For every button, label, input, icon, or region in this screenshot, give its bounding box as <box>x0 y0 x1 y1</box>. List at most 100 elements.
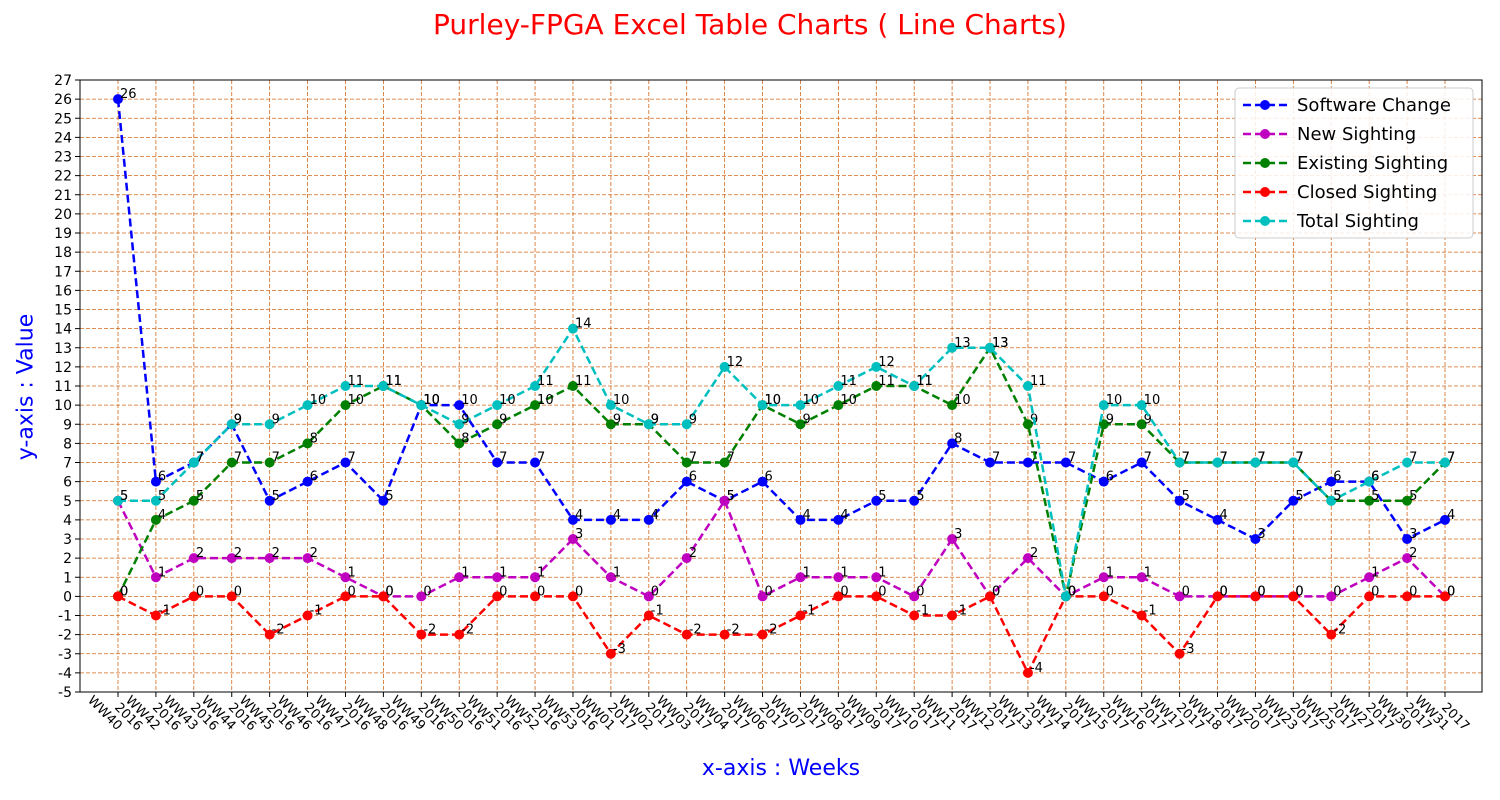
data-point <box>795 514 806 525</box>
data-point <box>378 591 389 602</box>
y-tick-label: 5 <box>63 494 72 510</box>
data-label: 6 <box>1333 470 1341 485</box>
data-label: 7 <box>1182 451 1190 466</box>
legend-item: New Sighting <box>1243 124 1416 145</box>
data-point <box>416 400 427 411</box>
data-label: 0 <box>840 584 848 599</box>
data-point <box>113 94 123 105</box>
data-label: 1 <box>1106 565 1114 580</box>
data-point <box>1136 572 1147 583</box>
data-point <box>567 381 578 391</box>
data-label: 5 <box>878 489 886 504</box>
data-point <box>378 495 389 506</box>
data-label: 10 <box>310 393 327 408</box>
data-label: 0 <box>196 584 204 599</box>
data-label: 1 <box>499 565 507 580</box>
series-line <box>118 326 1445 597</box>
data-point <box>757 476 768 487</box>
data-label: 5 <box>158 489 166 504</box>
data-label: -2 <box>765 623 778 638</box>
data-label: 9 <box>689 412 697 427</box>
legend-label: Closed Sighting <box>1297 182 1437 203</box>
data-point <box>681 553 692 564</box>
data-label: 5 <box>1409 489 1417 504</box>
data-point <box>264 629 275 640</box>
data-label: 6 <box>158 470 166 485</box>
y-tick-label: 24 <box>54 130 72 146</box>
data-point <box>1098 572 1109 583</box>
data-point <box>947 438 958 449</box>
data-point <box>947 342 958 353</box>
data-point <box>226 457 237 468</box>
series-closed-sighting: 0 -1 0 0 -2 -1 0 0 -2 -2 0 0 0 -3 -1 -2 -2 -2 -1 0 0 -1 -1 0 -4 0… <box>113 584 1455 678</box>
data-point <box>1022 553 1033 564</box>
data-point <box>188 553 199 564</box>
data-point <box>909 495 920 506</box>
data-label: 1 <box>840 565 848 580</box>
data-label: 13 <box>992 336 1009 351</box>
data-label: 4 <box>158 508 166 523</box>
y-tick-label: 8 <box>63 436 72 452</box>
data-point <box>454 438 465 449</box>
data-label: 6 <box>1371 470 1379 485</box>
data-point <box>1364 591 1375 602</box>
data-label: 0 <box>1220 584 1228 599</box>
data-label: 1 <box>802 565 810 580</box>
data-point <box>605 572 616 583</box>
data-point <box>264 553 275 564</box>
data-point <box>530 457 541 468</box>
data-label: 7 <box>992 451 1000 466</box>
data-point <box>605 400 616 411</box>
data-point <box>226 591 237 602</box>
data-point <box>833 572 844 583</box>
data-point <box>1060 591 1071 602</box>
data-point <box>1250 534 1261 544</box>
data-label: 5 <box>1333 489 1341 504</box>
data-label: 5 <box>727 489 735 504</box>
y-tick-label: 3 <box>63 532 72 548</box>
data-label: 5 <box>385 489 393 504</box>
data-label: -1 <box>1144 604 1157 619</box>
data-label: 0 <box>992 584 1000 599</box>
data-label: 7 <box>234 451 242 466</box>
data-label: 0 <box>423 584 431 599</box>
data-label: 11 <box>575 374 592 389</box>
legend: Software Change New Sighting Existing Sigh… <box>1234 87 1474 239</box>
data-point <box>530 591 541 602</box>
data-point <box>188 457 199 468</box>
data-label: 9 <box>613 412 621 427</box>
data-label: -1 <box>954 604 967 619</box>
data-label: 10 <box>1106 393 1123 408</box>
data-label: 5 <box>1371 489 1379 504</box>
data-label: 4 <box>1220 508 1228 523</box>
y-tick-label: 13 <box>54 341 72 357</box>
data-label: 0 <box>385 584 393 599</box>
legend-item: Existing Sighting <box>1243 153 1448 174</box>
data-label: -2 <box>1333 623 1346 638</box>
data-point <box>492 591 503 602</box>
y-tick-label: 26 <box>54 92 72 108</box>
data-point <box>1288 591 1299 602</box>
data-point <box>1098 476 1109 487</box>
data-label: -2 <box>727 623 740 638</box>
data-point <box>1022 667 1033 678</box>
y-tick-label: 23 <box>54 150 72 166</box>
y-tick-label: 2 <box>63 551 72 567</box>
y-tick-label: -3 <box>58 647 72 663</box>
x-axis-ticks: 2016WW40 2016WW42 2016WW43 2016WW44 2016WW45… <box>84 692 1472 734</box>
data-point <box>454 572 465 583</box>
data-label: 0 <box>1068 584 1076 599</box>
legend-item: Closed Sighting <box>1243 182 1437 203</box>
legend-label: Software Change <box>1297 95 1451 116</box>
data-point <box>302 553 313 564</box>
data-label: 10 <box>802 393 819 408</box>
data-point <box>340 381 351 391</box>
data-label: 0 <box>1257 584 1265 599</box>
data-point <box>492 572 503 583</box>
legend-item: Software Change <box>1243 95 1451 116</box>
data-label: -2 <box>461 623 474 638</box>
data-point <box>605 419 616 430</box>
data-point <box>567 591 578 602</box>
data-point <box>947 400 958 411</box>
data-label: 10 <box>499 393 516 408</box>
